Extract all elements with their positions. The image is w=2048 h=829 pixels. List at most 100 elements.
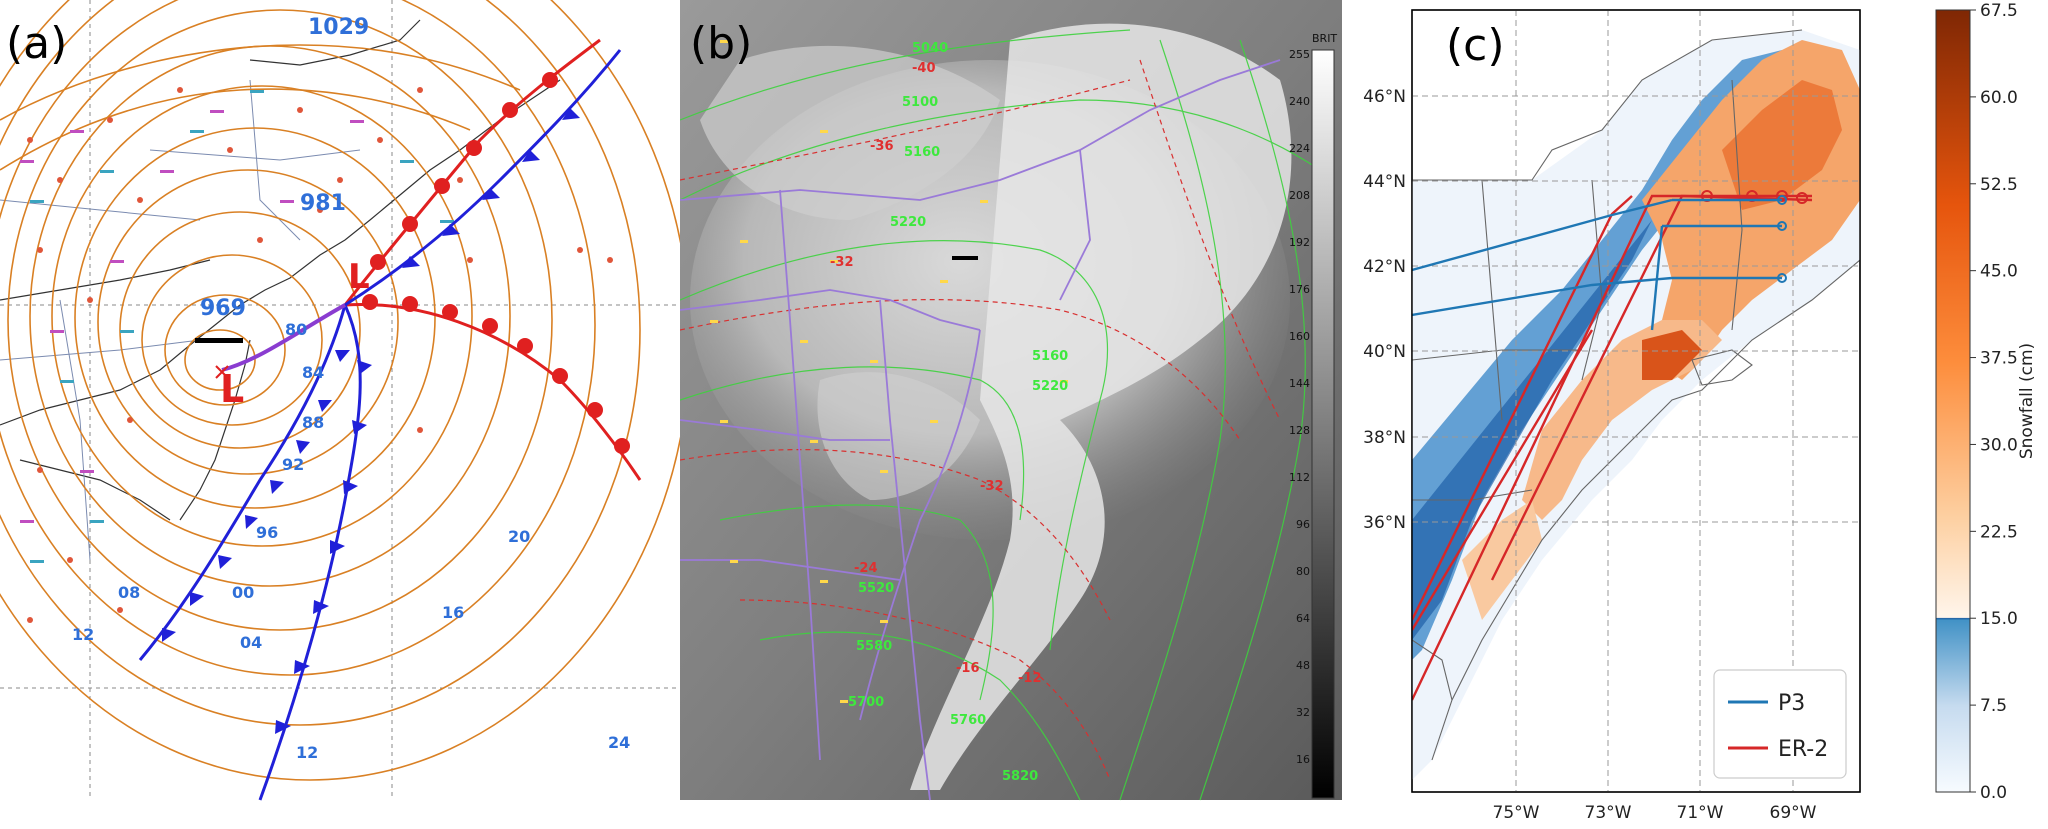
height-contours	[680, 29, 1321, 801]
colorbar-tick-label: 15.0	[1980, 609, 2018, 629]
height-label: 5700	[848, 695, 884, 710]
isobar-label: 04	[240, 633, 262, 652]
isobar-label: 96	[256, 523, 278, 542]
isobar-label: 84	[302, 363, 324, 382]
lat-label: 42°N	[1363, 257, 1406, 277]
lat-label: 36°N	[1363, 513, 1406, 533]
latitude-labels: 46°N 44°N 42°N 40°N 38°N 36°N	[1363, 87, 1406, 533]
occluded-front	[221, 303, 346, 372]
colorbar: 67.5 60.0 52.5 45.0 37.5 30.0 22.5 15.0 7.5 0.0 S…	[1935, 1, 2037, 803]
brightness-tick: 16	[1296, 753, 1310, 766]
lat-label: 46°N	[1363, 87, 1406, 107]
colorbar-tick-label: 52.5	[1980, 175, 2018, 195]
lon-label: 75°W	[1493, 803, 1540, 823]
satellite-map: BRIT 255 240 224 208 192 176 160 144 128…	[680, 0, 1342, 801]
map-frame-border	[1411, 9, 1861, 793]
isobar-label: 24	[608, 733, 630, 752]
temperature-label: -16	[956, 661, 980, 676]
height-label: 5580	[856, 639, 892, 654]
map-borders	[1412, 29, 1860, 761]
brightness-title: BRIT	[1312, 32, 1337, 45]
brightness-tick: 192	[1289, 236, 1310, 249]
station-markers	[710, 40, 1068, 703]
isobar-label: 08	[118, 583, 140, 602]
cloud-masses	[690, 23, 1292, 790]
temperature-label: -32	[830, 255, 854, 270]
height-label: 5040	[912, 41, 948, 56]
brightness-tick: 32	[1296, 706, 1310, 719]
lon-label: 73°W	[1585, 803, 1632, 823]
panel-b-satellite: BRIT 255 240 224 208 192 176 160 144 128…	[680, 0, 1342, 829]
snow-heavy-core	[1722, 80, 1842, 210]
isobar-label: 80	[285, 320, 307, 339]
height-label: 5520	[858, 581, 894, 596]
brightness-tick: 144	[1289, 377, 1310, 390]
low-letter-primary: L	[220, 367, 244, 411]
isobar-label: 88	[302, 413, 324, 432]
low-letter-secondary: L	[348, 257, 370, 297]
brightness-tick: 64	[1296, 612, 1310, 625]
brightness-tick: 160	[1289, 330, 1310, 343]
map-grid	[1412, 10, 1860, 792]
height-label: 5820	[1002, 769, 1038, 784]
temperature-label: -12	[1018, 671, 1042, 686]
brightness-tick: 240	[1289, 95, 1310, 108]
pressure-981: 981	[300, 191, 346, 216]
height-label: 5220	[1032, 379, 1068, 394]
longitude-labels: 75°W 73°W 71°W 69°W	[1493, 803, 1817, 823]
snowfall-map: 46°N 44°N 42°N 40°N 38°N 36°N 75°W 73°W …	[1363, 1, 2037, 823]
legend-label-p3: P3	[1778, 691, 1805, 716]
brightness-tick: 128	[1289, 424, 1310, 437]
snow-max-patch	[1642, 330, 1702, 380]
low-center-x	[215, 365, 229, 379]
height-label: 5160	[904, 145, 940, 160]
colorbar-tick-label: 45.0	[1980, 262, 2018, 282]
height-label: 5160	[1032, 349, 1068, 364]
temperature-label: -40	[912, 61, 936, 76]
scale-bar	[195, 338, 243, 343]
warm-front	[343, 38, 642, 481]
panel-tag-a: (a)	[6, 18, 67, 69]
borders	[0, 79, 361, 561]
surface-map: (a) 1029 981 969 L L 80 84 88 92 96 00 0…	[0, 0, 680, 801]
lon-label: 71°W	[1677, 803, 1724, 823]
height-labels: 5040 5100 5160 5220 5160 5220 5520 5580 …	[848, 41, 1068, 784]
cold-front	[138, 49, 622, 801]
brightness-ticks: 255 240 224 208 192 176 160 144 128 112 …	[1289, 48, 1310, 766]
colorbar-tick-label: 30.0	[1980, 435, 2018, 455]
temperature-label: -36	[870, 139, 894, 154]
temperature-labels: -40 -36 -32 -32 -24 -16 -12	[830, 61, 1042, 686]
lat-label: 40°N	[1363, 342, 1406, 362]
colorbar-ticks: 67.5 60.0 52.5 45.0 37.5 30.0 22.5 15.0 7.5 0.0	[1970, 1, 2018, 803]
boundary-lines	[680, 59, 1281, 801]
lon-label: 69°W	[1770, 803, 1817, 823]
isobar-label: 92	[282, 455, 304, 474]
isobars	[0, 0, 680, 781]
colorbar-tick-label: 67.5	[1980, 1, 2018, 21]
temperature-contours	[680, 59, 1281, 781]
p3-loops	[1777, 195, 1787, 283]
colorbar-label: Snowfall (cm)	[2017, 343, 2037, 459]
station-plots	[20, 87, 613, 623]
temperature-label: -24	[854, 561, 878, 576]
legend-label-er2: ER-2	[1778, 737, 1828, 762]
pressure-1029: 1029	[308, 15, 369, 40]
brightness-tick: 112	[1289, 471, 1310, 484]
snow-band-dark-blue	[1412, 220, 1652, 640]
colorbar-tick-label: 37.5	[1980, 349, 2018, 369]
isobar-label: 20	[508, 527, 530, 546]
brightness-scale	[1311, 49, 1335, 799]
height-label: 5220	[890, 215, 926, 230]
colorbar-tick-label: 7.5	[1980, 696, 2007, 716]
colorbar-tick-label: 0.0	[1980, 783, 2007, 803]
legend: P3 ER-2	[1713, 669, 1847, 779]
isobar-label: 00	[232, 583, 254, 602]
panel-tag-b: (b)	[690, 18, 752, 69]
brightness-tick: 96	[1296, 518, 1310, 531]
coastlines	[0, 19, 561, 521]
isobar-label: 12	[296, 743, 318, 762]
colorbar-scale	[1935, 9, 1971, 793]
brightness-tick: 208	[1289, 189, 1310, 202]
pressure-969: 969	[200, 296, 246, 321]
temperature-label: -32	[980, 479, 1004, 494]
